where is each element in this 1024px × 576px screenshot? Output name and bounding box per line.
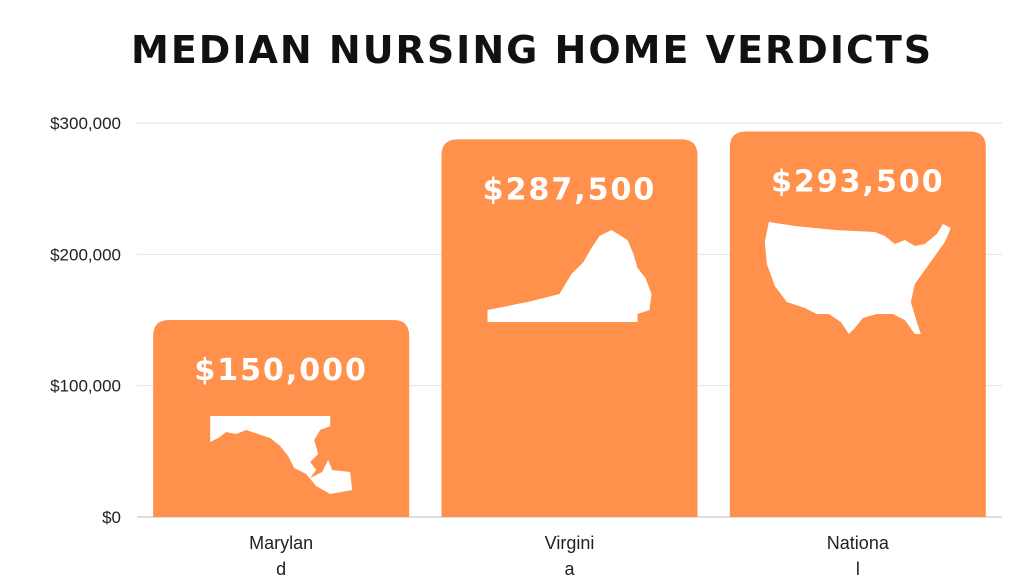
category-labels: Marylan d Virgini a Nationa l [249, 533, 890, 576]
bar-value-label: $150,000 [194, 353, 368, 388]
category-label: l [856, 559, 860, 576]
category-label: Marylan [249, 533, 313, 553]
map-icons [210, 222, 951, 494]
bar [441, 139, 698, 517]
bar-value-label: $293,500 [771, 165, 945, 200]
category-label: Virgini [545, 533, 595, 553]
chart-title: MEDIAN NURSING HOME VERDICTS [131, 28, 934, 72]
category-label: d [276, 559, 286, 576]
map-shape [210, 416, 353, 494]
category-label: Nationa [827, 533, 890, 553]
virginia-map-icon [487, 230, 652, 322]
map-shape [764, 222, 951, 334]
y-tick-label: $200,000 [50, 245, 121, 264]
map-shape [487, 230, 652, 322]
y-tick-label: $300,000 [50, 114, 121, 133]
bar-value-label: $287,500 [483, 172, 657, 207]
y-tick-label: $0 [102, 508, 121, 527]
maryland-map-icon [210, 416, 353, 494]
category-label: a [564, 559, 575, 576]
y-axis-tick-labels: $0 $100,000 $200,000 $300,000 [50, 114, 121, 527]
value-labels: $150,000 $287,500 $293,500 [194, 165, 945, 388]
usa-map-icon [764, 222, 951, 334]
y-tick-label: $100,000 [50, 377, 121, 396]
